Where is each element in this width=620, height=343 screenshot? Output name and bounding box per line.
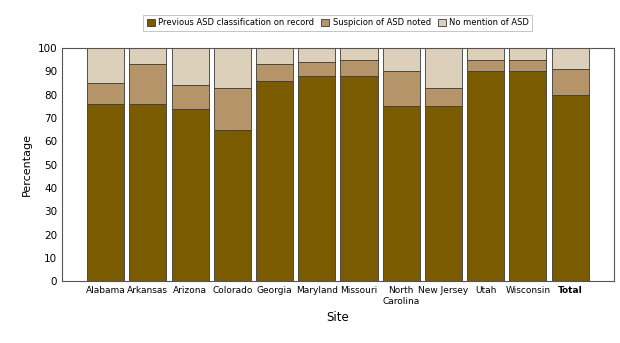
Bar [172, 48, 209, 85]
Bar [87, 48, 124, 83]
Bar [298, 76, 335, 281]
Bar [425, 106, 462, 281]
Bar [467, 60, 504, 71]
Bar [425, 88, 462, 106]
Bar [256, 81, 293, 281]
Bar [383, 71, 420, 106]
Bar [340, 76, 378, 281]
Bar [130, 104, 166, 281]
Y-axis label: Percentage: Percentage [22, 133, 32, 196]
Bar [256, 48, 293, 64]
Bar [383, 48, 420, 71]
Bar [87, 104, 124, 281]
Bar [214, 130, 251, 281]
Bar [130, 64, 166, 104]
Bar [383, 106, 420, 281]
Bar [87, 83, 124, 104]
Bar [214, 48, 251, 88]
Bar [552, 69, 589, 95]
Bar [172, 109, 209, 281]
Bar [130, 48, 166, 64]
X-axis label: Site: Site [327, 311, 349, 324]
Bar [340, 48, 378, 60]
Bar [510, 60, 546, 71]
Bar [298, 48, 335, 62]
Bar [510, 71, 546, 281]
Bar [552, 48, 589, 69]
Bar [425, 48, 462, 88]
Bar [298, 62, 335, 76]
Bar [172, 85, 209, 109]
Bar [510, 48, 546, 60]
Bar [467, 48, 504, 60]
Bar [552, 95, 589, 281]
Legend: Previous ASD classification on record, Suspicion of ASD noted, No mention of ASD: Previous ASD classification on record, S… [143, 15, 533, 31]
Bar [256, 64, 293, 81]
Bar [467, 71, 504, 281]
Bar [340, 60, 378, 76]
Bar [214, 88, 251, 130]
